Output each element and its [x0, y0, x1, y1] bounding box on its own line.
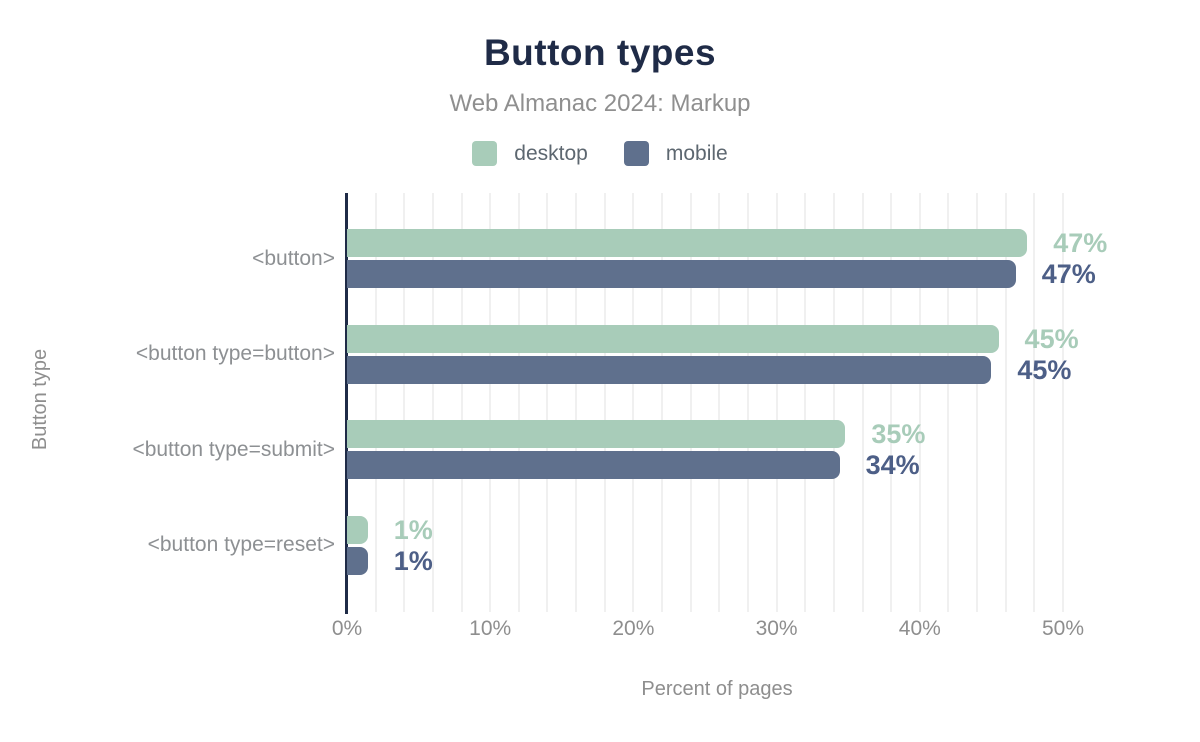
mobile-swatch-icon [623, 141, 649, 166]
gridline [1033, 193, 1036, 612]
gridline [918, 193, 921, 612]
legend-item-desktop: desktop [472, 141, 588, 166]
x-tick-label: 0% [331, 617, 363, 640]
chart-subtitle: Web Almanac 2024: Markup [449, 90, 751, 117]
value-label-mobile-1: 45% [1017, 354, 1072, 385]
category-label: <button> [252, 246, 335, 270]
gridline [489, 193, 492, 612]
bar-desktop-3 [347, 515, 368, 544]
gridline [861, 193, 864, 612]
y-axis-line [345, 193, 348, 614]
gridline [1062, 193, 1064, 612]
gridline [517, 193, 520, 612]
gridline [976, 193, 979, 612]
value-label-desktop-0: 47% [1053, 228, 1108, 258]
bar-mobile-0 [347, 260, 1016, 288]
value-label-mobile-2: 34% [865, 450, 920, 480]
gridline [661, 193, 664, 612]
gridline [804, 193, 807, 612]
desktop-swatch-icon [472, 141, 498, 166]
gridline [689, 193, 692, 612]
gridline [1004, 193, 1007, 612]
bar-desktop-0 [347, 229, 1028, 257]
x-tick-label: 40% [898, 617, 941, 640]
legend-label-desktop: desktop [514, 141, 588, 165]
value-label-desktop-1: 45% [1024, 323, 1079, 354]
gridline [575, 193, 578, 612]
x-axis-title: Percent of pages [641, 678, 793, 700]
category-label: <button type=submit> [132, 437, 335, 461]
value-label-mobile-3: 1% [393, 545, 433, 576]
gridline [632, 193, 635, 612]
bar-desktop-1 [347, 324, 999, 353]
category-label: <button type=reset> [147, 533, 335, 556]
bar-mobile-3 [347, 546, 368, 575]
value-label-desktop-3: 1% [393, 514, 433, 545]
category-label: <button type=button> [135, 342, 335, 365]
gridline [603, 193, 606, 612]
gridline [460, 193, 463, 612]
bar-desktop-2 [347, 420, 846, 448]
gridline [832, 193, 835, 612]
bar-mobile-2 [347, 451, 840, 479]
x-tick-label: 10% [469, 617, 512, 640]
gridline [403, 193, 406, 612]
gridline [947, 193, 950, 612]
gridline [890, 193, 893, 612]
x-tick-label: 50% [1041, 617, 1085, 640]
value-label-mobile-0: 47% [1041, 259, 1096, 289]
legend-item-mobile: mobile [623, 141, 728, 166]
x-tick-label: 30% [755, 617, 798, 640]
gridline [374, 193, 377, 612]
gridline [718, 193, 721, 612]
value-label-desktop-2: 35% [871, 419, 926, 449]
x-tick-label: 20% [612, 617, 655, 640]
legend: desktop mobile [0, 141, 1200, 166]
legend-label-mobile: mobile [665, 141, 728, 165]
gridline [746, 193, 749, 612]
bar-mobile-1 [347, 355, 992, 384]
chart-title: Button types [483, 32, 717, 73]
gridline [431, 193, 434, 612]
gridline [775, 193, 778, 612]
gridline [546, 193, 549, 612]
